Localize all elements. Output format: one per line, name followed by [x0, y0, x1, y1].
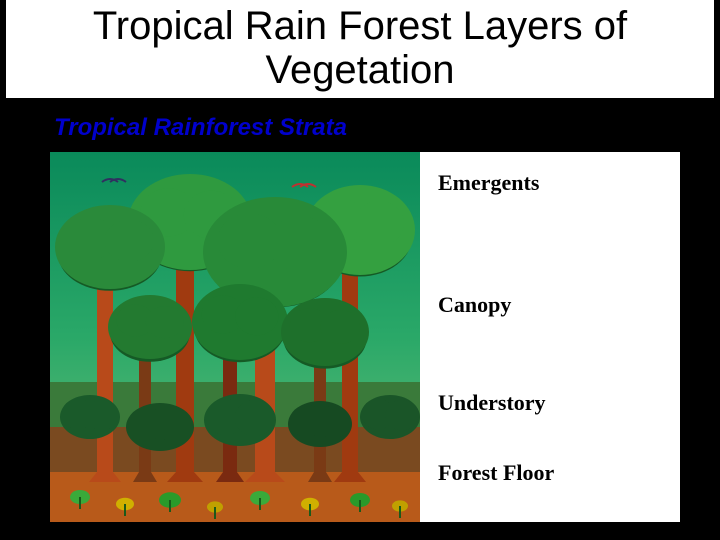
label-canopy: Canopy — [438, 232, 680, 362]
diagram-row: Emergents Canopy Understory Forest Floor — [50, 152, 680, 522]
forest-illustration — [50, 152, 420, 522]
page-title: Tropical Rain Forest Layers of Vegetatio… — [6, 0, 714, 98]
diagram-subtitle: Tropical Rainforest Strata — [50, 108, 680, 152]
label-understory: Understory — [438, 362, 680, 442]
content-area: Tropical Rainforest Strata Emergents Can… — [0, 98, 720, 522]
layer-labels: Emergents Canopy Understory Forest Floor — [420, 152, 680, 522]
label-forest-floor: Forest Floor — [438, 442, 680, 522]
label-emergents: Emergents — [438, 152, 680, 232]
forest-svg — [50, 152, 420, 522]
